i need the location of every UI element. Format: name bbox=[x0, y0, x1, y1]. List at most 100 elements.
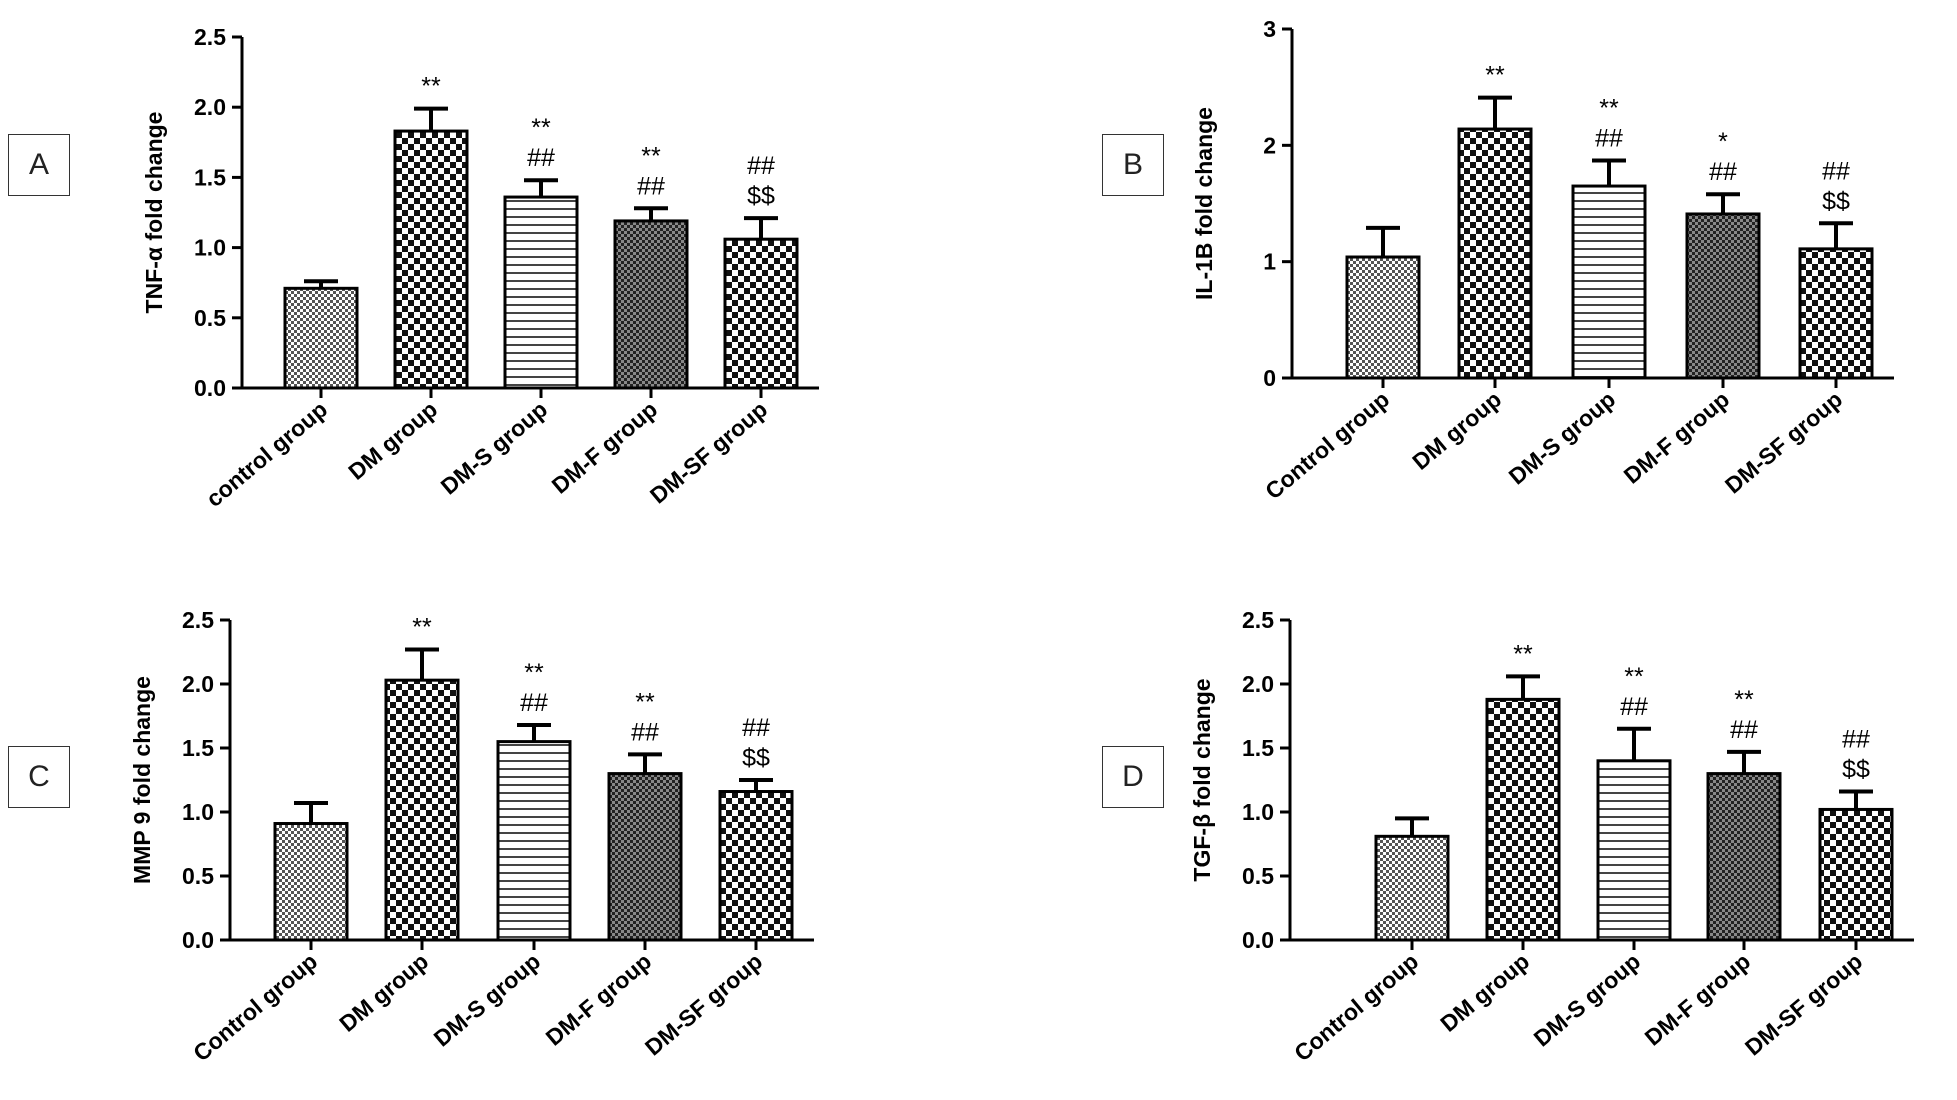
y-tick-label: 1.0 bbox=[194, 235, 226, 261]
significance-marker: ## bbox=[1595, 124, 1623, 152]
x-category-label: DM group bbox=[343, 396, 442, 485]
x-category-label: DM group bbox=[334, 948, 433, 1037]
significance-marker: ** bbox=[421, 73, 441, 101]
significance-marker: $$ bbox=[747, 182, 775, 210]
y-tick-label: 1.0 bbox=[1242, 799, 1274, 825]
panel-label-a: A bbox=[8, 134, 70, 196]
y-tick-label: 1.5 bbox=[194, 164, 226, 190]
y-tick-label: 2.0 bbox=[182, 671, 214, 697]
significance-marker: ** bbox=[531, 114, 551, 142]
panel-label-d: D bbox=[1102, 746, 1164, 808]
bar bbox=[1596, 759, 1672, 942]
bar bbox=[723, 237, 799, 390]
bar bbox=[1345, 255, 1421, 380]
x-category-label: control group bbox=[201, 396, 332, 512]
bar bbox=[1374, 834, 1450, 942]
significance-marker: ## bbox=[527, 144, 555, 172]
chart-panel-b: 0 1 2 3 IL-1B fold change Control group ** DM g… bbox=[1191, 16, 1894, 504]
significance-marker: ## bbox=[631, 718, 659, 746]
significance-marker: ** bbox=[1734, 686, 1754, 714]
significance-marker: ## bbox=[520, 689, 548, 717]
y-tick-label: 1.5 bbox=[182, 735, 214, 761]
y-tick-label: 2.5 bbox=[1242, 607, 1274, 633]
x-category-label: DM-F group bbox=[1640, 948, 1756, 1051]
bar bbox=[1571, 184, 1647, 380]
y-tick-label: 0.5 bbox=[1242, 863, 1274, 889]
bar bbox=[1818, 807, 1894, 942]
chart-panel-c: 0.0 0.5 1.0 1.5 2.0 2.5 MMP 9 fold change Contr… bbox=[129, 607, 814, 1066]
significance-marker: $$ bbox=[1842, 756, 1870, 784]
y-tick-label: 0.0 bbox=[1242, 927, 1274, 953]
x-category-label: DM-SF group bbox=[645, 396, 772, 509]
y-tick-label: 2.5 bbox=[194, 24, 226, 50]
y-tick-label: 0.0 bbox=[194, 375, 226, 401]
significance-marker: ** bbox=[1485, 62, 1505, 90]
x-category-label: DM group bbox=[1407, 386, 1506, 475]
x-category-label: DM-SF group bbox=[640, 948, 767, 1061]
x-category-label: DM-S group bbox=[1504, 386, 1621, 490]
bar bbox=[384, 678, 460, 942]
bar bbox=[1706, 772, 1782, 942]
y-tick-label: 1.0 bbox=[182, 799, 214, 825]
significance-marker: ## bbox=[1730, 716, 1758, 744]
significance-marker: ** bbox=[635, 688, 655, 716]
x-category-label: DM-F group bbox=[541, 948, 657, 1051]
significance-marker: ** bbox=[1599, 94, 1619, 122]
significance-marker: $$ bbox=[742, 744, 770, 772]
significance-marker: ## bbox=[1842, 726, 1870, 754]
x-category-label: DM-SF group bbox=[1720, 386, 1847, 499]
bar bbox=[1685, 212, 1761, 380]
x-category-label: DM-S group bbox=[1529, 948, 1646, 1052]
significance-marker: ## bbox=[1822, 157, 1850, 185]
significance-marker: ** bbox=[1513, 640, 1533, 668]
panel-label-b: B bbox=[1102, 134, 1164, 196]
significance-marker: ## bbox=[1709, 158, 1737, 186]
bar bbox=[273, 822, 349, 942]
y-axis-title: MMP 9 fold change bbox=[129, 676, 155, 884]
y-axis-title: TNF-α fold change bbox=[141, 112, 167, 314]
chart-panel-d: 0.0 0.5 1.0 1.5 2.0 2.5 TGF-β fold change Contr… bbox=[1189, 607, 1914, 1066]
x-category-label: DM-F group bbox=[1619, 386, 1735, 489]
significance-marker: ## bbox=[637, 172, 665, 200]
significance-marker: ** bbox=[412, 613, 432, 641]
bar bbox=[496, 740, 572, 942]
x-category-label: DM-S group bbox=[436, 396, 553, 500]
x-category-label: Control group bbox=[1289, 948, 1423, 1066]
y-tick-label: 1.5 bbox=[1242, 735, 1274, 761]
bar bbox=[718, 790, 794, 942]
y-tick-label: 3 bbox=[1263, 16, 1276, 42]
y-tick-label: 0 bbox=[1263, 365, 1276, 391]
bar bbox=[607, 772, 683, 942]
significance-marker: $$ bbox=[1822, 187, 1850, 215]
y-tick-label: 2.5 bbox=[182, 607, 214, 633]
y-tick-label: 1 bbox=[1263, 249, 1276, 275]
y-axis-title: IL-1B fold change bbox=[1191, 107, 1217, 300]
y-tick-label: 0.5 bbox=[182, 863, 214, 889]
x-category-label: DM-SF group bbox=[1740, 948, 1867, 1061]
x-category-label: Control group bbox=[1260, 386, 1394, 504]
significance-marker: ** bbox=[524, 659, 544, 687]
bar bbox=[393, 129, 469, 390]
x-category-label: DM-S group bbox=[429, 948, 546, 1052]
bar bbox=[1485, 697, 1561, 942]
significance-marker: * bbox=[1718, 128, 1728, 156]
bar bbox=[1798, 247, 1874, 380]
y-tick-label: 2 bbox=[1263, 132, 1276, 158]
bar bbox=[1457, 127, 1533, 380]
y-axis-title: TGF-β fold change bbox=[1189, 678, 1215, 881]
x-category-label: DM-F group bbox=[547, 396, 663, 499]
y-tick-label: 2.0 bbox=[194, 94, 226, 120]
x-category-label: Control group bbox=[188, 948, 322, 1066]
significance-marker: ## bbox=[747, 152, 775, 180]
significance-marker: ** bbox=[1624, 663, 1644, 691]
bar bbox=[283, 286, 359, 390]
panel-label-c: C bbox=[8, 746, 70, 808]
x-category-label: DM group bbox=[1435, 948, 1534, 1037]
y-tick-label: 0.5 bbox=[194, 305, 226, 331]
chart-panel-a: 0.0 0.5 1.0 1.5 2.0 2.5 TNF-α fold change contr… bbox=[141, 24, 819, 512]
significance-marker: ** bbox=[641, 142, 661, 170]
significance-marker: ## bbox=[742, 714, 770, 742]
bar bbox=[503, 195, 579, 390]
y-tick-label: 2.0 bbox=[1242, 671, 1274, 697]
